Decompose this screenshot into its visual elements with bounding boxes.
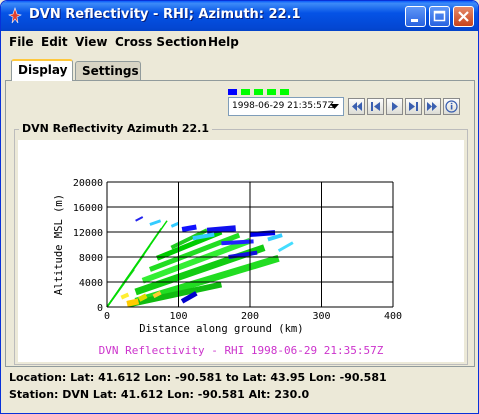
step-back-icon [371,102,380,111]
selected-time: 1998-06-29 21:35:57Z [232,101,334,111]
timestep-indicator[interactable] [228,89,237,95]
close-icon [458,11,469,22]
radar-app-icon [8,7,22,24]
echo-mark [170,228,208,250]
maximize-button[interactable] [429,6,450,27]
echo-mark [221,239,254,246]
echo-mark [120,292,130,300]
y-axis-label: Altitude MSL (m) [53,194,65,295]
menu-file[interactable]: File [9,35,34,49]
go-last-button[interactable] [424,98,441,115]
echo-mark [149,219,162,226]
x-tick-label: 200 [241,311,259,322]
echo-mark [267,233,283,242]
echo-mark [126,298,140,307]
echo-mark [149,232,241,272]
time-select-dropdown[interactable]: 1998-06-29 21:35:57Z [228,97,344,116]
echo-mark [277,241,294,253]
play-button[interactable] [386,98,403,115]
plot-group-title: DVN Reflectivity Azimuth 22.1 [19,122,213,135]
echo-mark [170,221,180,228]
animation-controls: 1998-06-29 21:35:57Z [228,89,468,117]
rhi-chart[interactable]: 0 100 200 300 400040008000120001600020000Dis… [18,140,464,362]
menu-help[interactable]: Help [208,35,239,49]
echo-mark [127,281,223,308]
echo-mark [228,250,258,259]
timestep-indicator[interactable] [241,89,250,95]
station-readout: Station: DVN Lat: 41.612 Lon: -90.581 Al… [9,388,310,401]
echo-mark [106,220,168,308]
go-first-icon [352,102,362,111]
step-forward-icon [409,102,418,111]
close-button[interactable] [453,6,474,27]
window-title: DVN Reflectivity - RHI; Azimuth: 22.1 [29,7,301,22]
chart-caption: DVN Reflectivity - RHI 1998-06-29 21:35:… [99,344,384,357]
menu-edit[interactable]: Edit [41,35,68,49]
info-button[interactable] [443,98,460,115]
minimize-icon [411,19,418,22]
maximize-icon [433,10,446,22]
y-tick-label: 16000 [73,203,103,214]
x-tick-label: 100 [169,311,187,322]
y-tick-label: 20000 [73,178,103,189]
plot-group: DVN Reflectivity Azimuth 22.1 0 100 200 300… [14,122,468,365]
timestep-indicator[interactable] [267,89,276,95]
echo-mark [138,293,148,302]
x-tick-label: 0 [104,311,110,322]
timestep-indicator[interactable] [280,89,289,95]
step-back-button[interactable] [367,98,384,115]
y-tick-label: 0 [97,303,103,314]
x-tick-label: 400 [384,311,402,322]
x-axis-label: Distance along ground (km) [139,323,303,335]
echo-mark [192,232,215,241]
location-readout: Location: Lat: 41.612 Lon: -90.581 to La… [9,371,387,384]
menu-cross-section[interactable]: Cross Section [115,35,207,49]
echo-mark [141,237,252,284]
plot-canvas[interactable]: 0 100 200 300 400 0 4000 8000 12000 16000 20000 Dis… [18,140,464,362]
tab-settings[interactable]: Settings [75,61,141,81]
echo-mark [181,224,197,232]
display-panel: 1998-06-29 21:35:57Z [5,80,475,367]
tab-strip: Display Settings [5,59,475,81]
timestep-indicator[interactable] [254,89,263,95]
play-icon [392,102,398,111]
info-icon [445,100,458,113]
minimize-button[interactable] [405,6,426,27]
y-tick-label: 4000 [79,278,103,289]
y-tick-label: 8000 [79,253,103,264]
menu-bar: File Edit View Cross Section Help [1,31,478,53]
echo-mark [152,290,162,299]
menu-view[interactable]: View [75,35,108,49]
chevron-down-icon[interactable] [327,99,342,114]
echo-mark [180,291,198,304]
echo-mark [249,230,276,237]
x-tick-label: 300 [312,311,330,322]
y-tick-label: 12000 [73,228,103,239]
step-forward-button[interactable] [405,98,422,115]
title-bar[interactable]: DVN Reflectivity - RHI; Azimuth: 22.1 [1,1,478,31]
echo-mark [206,225,236,234]
go-last-icon [427,102,437,111]
echo-mark [135,216,144,222]
go-first-button[interactable] [348,98,365,115]
tab-display[interactable]: Display [11,59,73,81]
